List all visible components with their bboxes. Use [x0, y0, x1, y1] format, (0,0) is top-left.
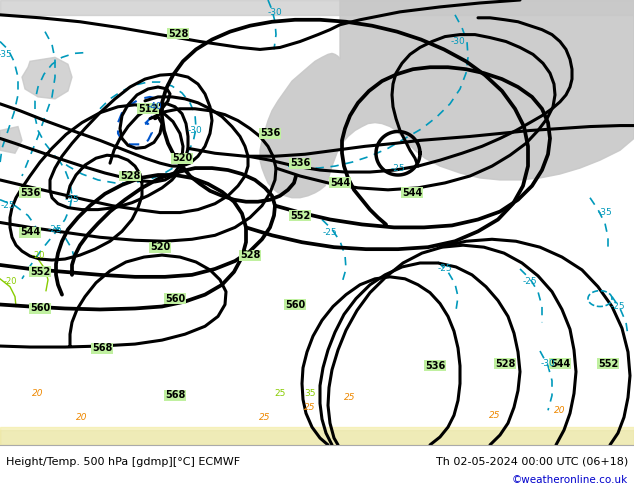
Text: -20: -20 — [4, 277, 18, 286]
Text: 25: 25 — [344, 393, 356, 402]
Polygon shape — [0, 430, 634, 445]
Text: -35: -35 — [0, 50, 13, 59]
Text: 528: 528 — [168, 28, 188, 39]
Text: -25: -25 — [48, 225, 62, 234]
Text: 552: 552 — [598, 359, 618, 369]
Text: 528: 528 — [120, 171, 140, 181]
Text: 35: 35 — [304, 389, 316, 398]
Text: -30: -30 — [451, 37, 465, 46]
Text: 25: 25 — [259, 413, 271, 422]
Text: -25: -25 — [522, 277, 537, 286]
Text: 25: 25 — [489, 411, 501, 420]
Text: -25: -25 — [391, 164, 405, 172]
Text: -30: -30 — [268, 8, 282, 17]
Polygon shape — [22, 57, 72, 99]
Text: 20: 20 — [76, 413, 87, 422]
Text: 536: 536 — [290, 158, 310, 168]
Text: 568: 568 — [165, 391, 185, 400]
Text: 25: 25 — [304, 403, 316, 412]
Text: -35: -35 — [65, 195, 79, 204]
Polygon shape — [0, 0, 634, 15]
Text: -25: -25 — [611, 302, 625, 311]
Text: 536: 536 — [260, 128, 280, 139]
Text: Height/Temp. 500 hPa [gdmp][°C] ECMWF: Height/Temp. 500 hPa [gdmp][°C] ECMWF — [6, 457, 240, 467]
Text: 544: 544 — [402, 188, 422, 198]
Text: 544: 544 — [20, 227, 40, 237]
Text: 560: 560 — [30, 303, 50, 314]
Text: -25: -25 — [437, 265, 452, 273]
Text: 544: 544 — [330, 178, 350, 188]
Text: -35: -35 — [598, 208, 612, 217]
Text: 25: 25 — [275, 389, 286, 398]
Text: 560: 560 — [165, 294, 185, 304]
Text: -40: -40 — [148, 102, 162, 111]
Polygon shape — [0, 126, 22, 153]
Text: -20: -20 — [31, 250, 45, 260]
Text: -25: -25 — [323, 228, 337, 237]
Text: ©weatheronline.co.uk: ©weatheronline.co.uk — [512, 475, 628, 485]
Text: 536: 536 — [20, 188, 40, 198]
Text: 20: 20 — [32, 389, 44, 398]
Text: 536: 536 — [425, 361, 445, 371]
Text: -25: -25 — [1, 201, 15, 210]
Text: 512: 512 — [138, 104, 158, 114]
Polygon shape — [260, 0, 634, 198]
Text: 528: 528 — [495, 359, 515, 369]
Text: -30: -30 — [541, 359, 555, 368]
Text: 568: 568 — [92, 343, 112, 353]
Text: 552: 552 — [290, 211, 310, 220]
Text: 528: 528 — [240, 250, 260, 260]
Text: 560: 560 — [285, 299, 305, 310]
Polygon shape — [0, 427, 634, 445]
Text: 520: 520 — [150, 242, 170, 252]
Text: 520: 520 — [172, 153, 192, 163]
Text: 552: 552 — [30, 267, 50, 277]
Text: Th 02-05-2024 00:00 UTC (06+18): Th 02-05-2024 00:00 UTC (06+18) — [436, 457, 628, 467]
Text: -30: -30 — [188, 126, 202, 135]
Text: 544: 544 — [550, 359, 570, 369]
Text: 20: 20 — [554, 406, 566, 415]
